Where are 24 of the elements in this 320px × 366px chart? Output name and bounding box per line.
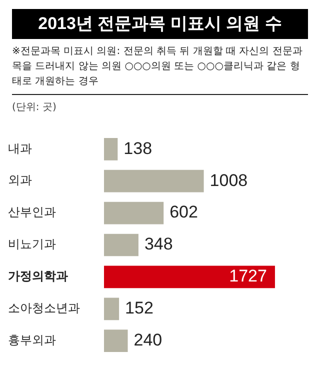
- y-tick-label: 가정의학과: [8, 269, 68, 284]
- bar: [104, 138, 118, 160]
- bar: [104, 170, 204, 192]
- chart-title: 2013년 전문과목 미표시 의원 수: [12, 9, 308, 39]
- data-label: 1008: [210, 170, 248, 190]
- y-tick-label: 흉부외과: [8, 332, 56, 347]
- bar: [104, 298, 120, 320]
- text: (단위: 곳): [12, 101, 58, 114]
- bar: [104, 330, 128, 352]
- y-tick-label: 산부인과: [8, 205, 56, 220]
- y-tick-label: 비뇨기과: [8, 237, 56, 252]
- data-label: 602: [170, 202, 198, 222]
- data-label: 138: [124, 138, 152, 158]
- chart-subtitle: ※전문과목 미표시 의원: 전문의 취득 뒤 개원할 때 자신의 전문과목을 드러내지 않는 의원 ○○○의원 또는 ○○○클리닉과 같은 형태로 개원하는 경우: [12, 44, 308, 95]
- y-tick-label: 소아청소년과: [8, 301, 80, 316]
- data-label: 240: [134, 330, 162, 350]
- y-tick-label: 외과: [8, 173, 32, 188]
- bar: [104, 234, 138, 256]
- data-label: 152: [125, 298, 154, 318]
- y-tick-label: 내과: [8, 141, 32, 156]
- bar: [104, 202, 164, 224]
- data-label: 348: [144, 234, 173, 254]
- data-label: 1727: [229, 266, 267, 286]
- bar: [104, 266, 275, 288]
